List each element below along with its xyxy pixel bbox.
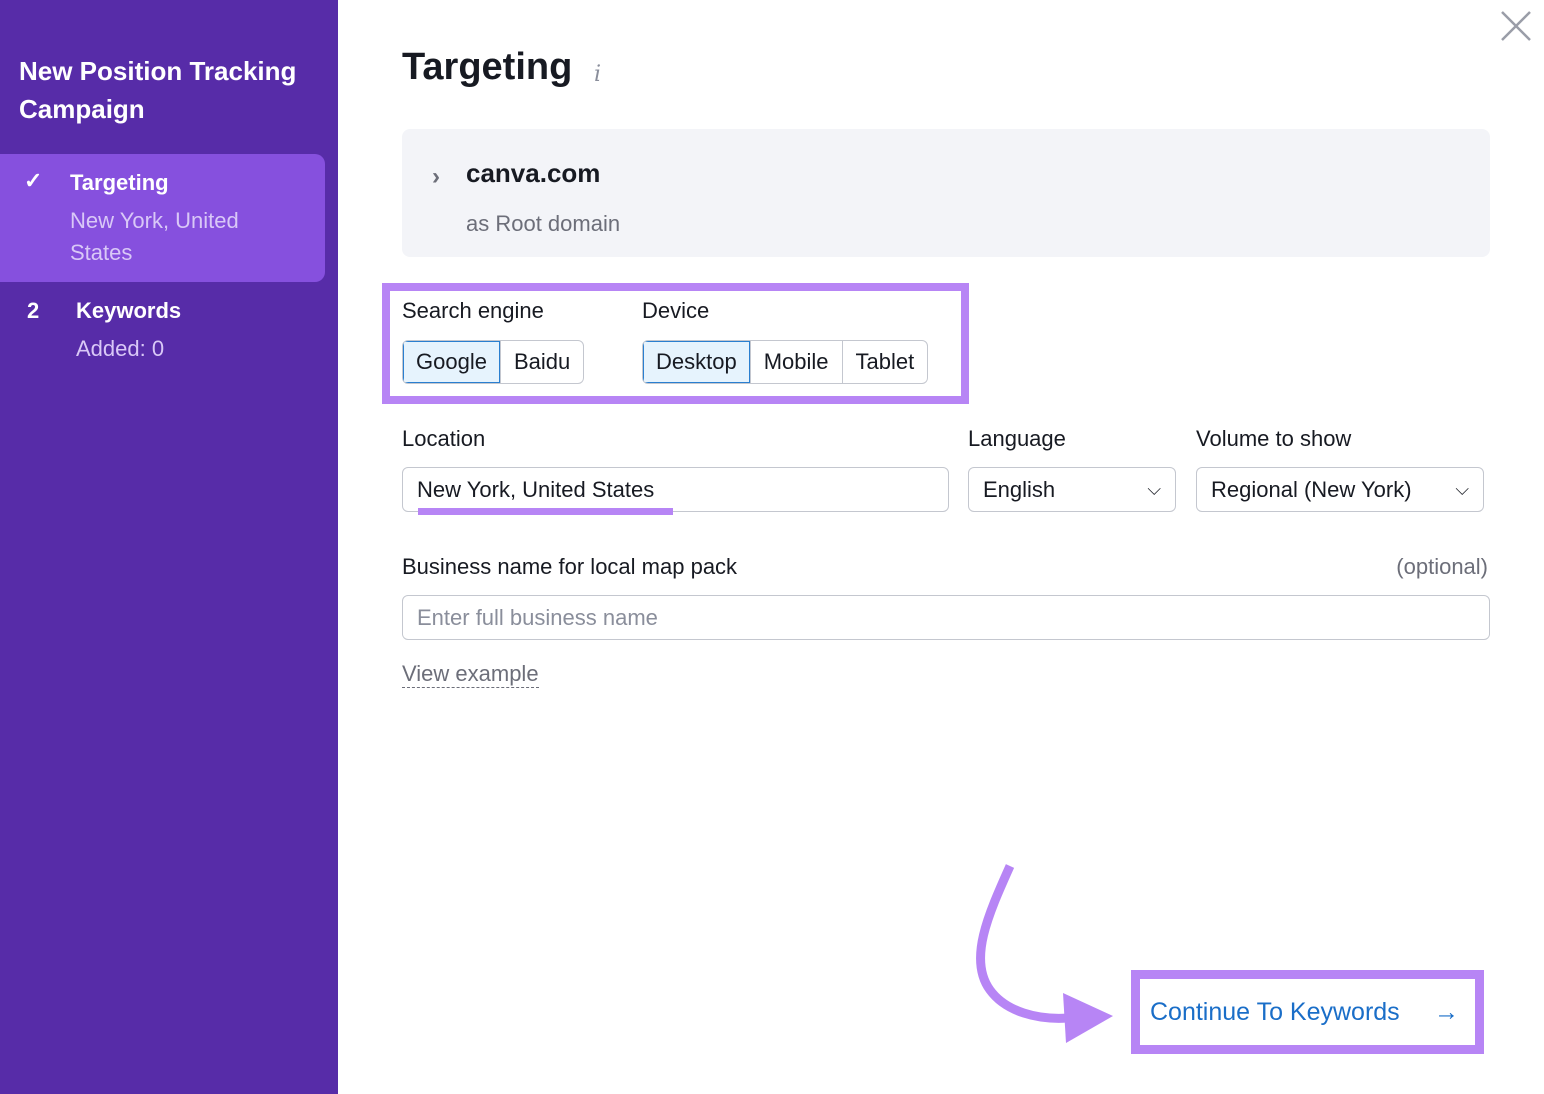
language-label: Language xyxy=(968,426,1066,451)
option-mobile[interactable]: Mobile xyxy=(749,341,842,383)
language-select[interactable]: English ⌵ xyxy=(968,467,1176,512)
step-sub: New York, United States xyxy=(70,208,239,265)
domain-name: canva.com xyxy=(466,158,601,188)
step-targeting[interactable]: ✓ Targeting New York, United States xyxy=(0,154,325,282)
chevron-right-icon[interactable]: › xyxy=(432,163,440,190)
volume-value: Regional (New York) xyxy=(1211,477,1412,502)
chevron-down-icon: ⌵ xyxy=(1455,479,1469,499)
volume-label: Volume to show xyxy=(1196,426,1352,451)
view-example-link[interactable]: View example xyxy=(402,661,539,688)
page-title: Targeting xyxy=(402,46,573,88)
step-label: Targeting xyxy=(70,170,169,195)
info-icon[interactable]: i xyxy=(594,62,602,87)
business-label: Business name for local map pack xyxy=(402,554,738,579)
continue-to-keywords-button[interactable]: Continue To Keywords → xyxy=(1131,970,1484,1054)
sidebar-title: New Position Tracking Campaign xyxy=(19,56,297,124)
device-label: Device xyxy=(642,298,710,323)
business-name-input[interactable]: Enter full business name xyxy=(402,595,1490,640)
option-desktop[interactable]: Desktop xyxy=(643,341,750,383)
language-value: English xyxy=(983,477,1056,502)
chevron-down-icon: ⌵ xyxy=(1147,479,1161,499)
search-engine-toggle: Google Baidu xyxy=(402,340,585,384)
search-engine-label: Search engine xyxy=(402,298,544,323)
step-label: Keywords xyxy=(76,298,182,323)
step-keywords[interactable]: 2 Keywords Added: 0 xyxy=(0,282,325,382)
arrow-right-icon: → xyxy=(1434,998,1459,1026)
highlight-box xyxy=(382,283,969,404)
highlight-underline xyxy=(418,508,673,515)
business-placeholder: Enter full business name xyxy=(417,605,658,630)
check-icon: ✓ xyxy=(24,168,43,193)
option-baidu[interactable]: Baidu xyxy=(499,341,583,383)
domain-box[interactable]: › canva.com as Root domain xyxy=(402,129,1490,257)
option-google[interactable]: Google xyxy=(403,341,500,383)
volume-select[interactable]: Regional (New York) ⌵ xyxy=(1196,467,1484,512)
step-number: 2 xyxy=(27,298,40,323)
close-icon[interactable] xyxy=(1498,8,1534,44)
step-sub: Added: 0 xyxy=(76,336,165,361)
location-label: Location xyxy=(402,426,486,451)
main-panel: Targeting i › canva.com as Root domain S… xyxy=(338,0,1544,1094)
location-input[interactable]: New York, United States xyxy=(402,467,949,512)
continue-label: Continue To Keywords xyxy=(1150,998,1400,1026)
option-tablet[interactable]: Tablet xyxy=(841,341,928,383)
domain-type: as Root domain xyxy=(466,211,621,236)
device-toggle: Desktop Mobile Tablet xyxy=(642,340,929,384)
sidebar: New Position Tracking Campaign ✓ Targeti… xyxy=(0,0,338,1094)
optional-label: (optional) xyxy=(1396,554,1488,579)
arrow-annotation-icon xyxy=(976,864,1113,1043)
location-value: New York, United States xyxy=(417,477,655,502)
